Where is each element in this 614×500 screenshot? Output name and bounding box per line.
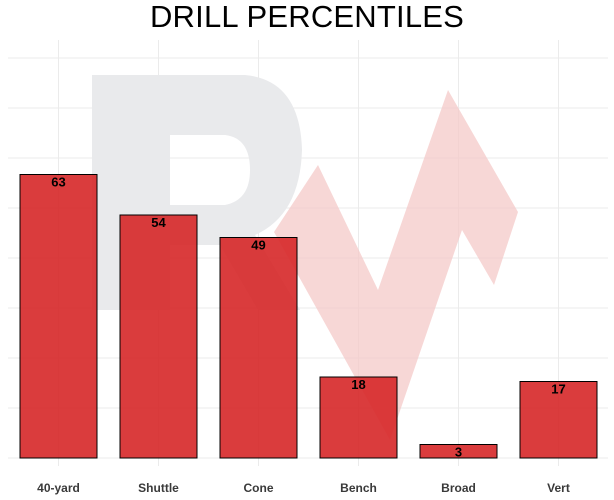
watermark-arrow-shape xyxy=(274,90,518,440)
bar-shuttle xyxy=(119,214,198,459)
x-tick-label-bench: Bench xyxy=(340,481,377,495)
bar-vert xyxy=(519,381,598,459)
data-label-bench: 18 xyxy=(351,377,365,392)
bar-bench xyxy=(319,376,398,459)
bar-40-yard xyxy=(19,174,98,459)
x-tick-label-vert: Vert xyxy=(547,481,570,495)
x-tick-label-cone: Cone xyxy=(244,481,274,495)
chart-title: DRILL PERCENTILES xyxy=(149,0,465,34)
bar-broad xyxy=(419,444,498,459)
bar-cone xyxy=(219,237,298,459)
data-label-broad: 3 xyxy=(455,445,462,460)
data-label-shuttle: 54 xyxy=(151,215,166,230)
data-label-vert: 17 xyxy=(551,382,565,397)
x-tick-label-shuttle: Shuttle xyxy=(138,481,179,495)
x-tick-label-40-yard: 40-yard xyxy=(37,481,80,495)
data-label-40-yard: 63 xyxy=(51,175,65,190)
x-tick-label-broad: Broad xyxy=(441,481,476,495)
x-tick-labels: 40-yard Shuttle Cone Bench Broad Vert xyxy=(37,481,570,495)
data-labels: 63 54 49 18 3 17 xyxy=(51,175,565,460)
data-label-cone: 49 xyxy=(251,238,265,253)
bars xyxy=(19,174,598,459)
